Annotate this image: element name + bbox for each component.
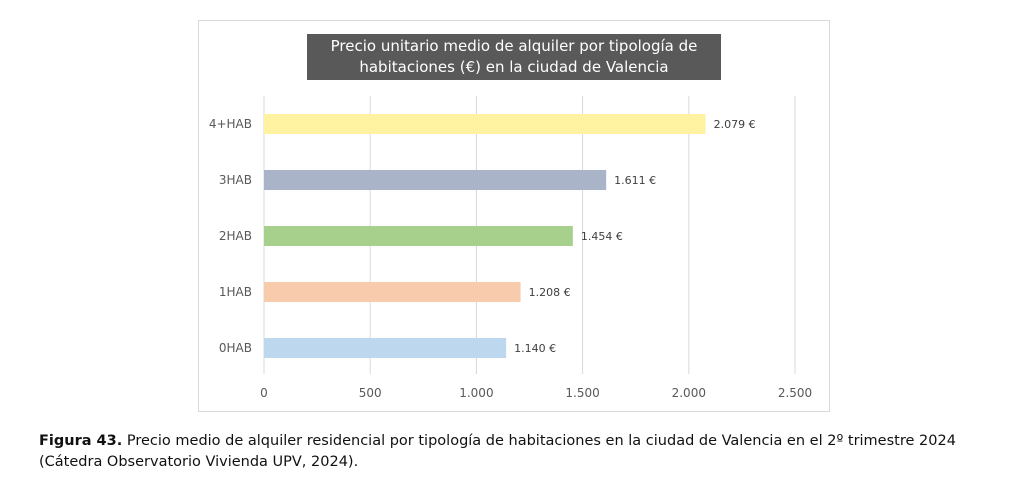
bar [264, 338, 507, 358]
category-label: 0HAB [219, 341, 252, 355]
x-tick-label: 2.500 [778, 386, 812, 400]
x-tick-label: 0 [260, 386, 268, 400]
category-label: 1HAB [219, 285, 252, 299]
category-label: 3HAB [219, 173, 252, 187]
chart-title-line-1: Precio unitario medio de alquiler por ti… [330, 37, 698, 55]
chart-title-line-2: habitaciones (€) en la ciudad de Valenci… [359, 58, 669, 76]
x-tick-label: 1.500 [565, 386, 599, 400]
value-label: 1.611 € [614, 174, 656, 187]
category-label: 2HAB [219, 229, 252, 243]
x-tick-label: 500 [359, 386, 382, 400]
x-tick-label: 1.000 [459, 386, 493, 400]
chart-title: Precio unitario medio de alquiler por ti… [307, 34, 721, 80]
bar [264, 282, 521, 302]
figure-caption: Figura 43. Precio medio de alquiler resi… [39, 431, 999, 473]
category-label: 4+HAB [209, 117, 252, 131]
caption-text: Precio medio de alquiler residencial por… [39, 433, 956, 470]
bar [264, 170, 607, 190]
value-label: 2.079 € [714, 118, 756, 131]
x-tick-label: 2.000 [672, 386, 706, 400]
value-label: 1.208 € [529, 286, 571, 299]
bar [264, 114, 706, 134]
bar [264, 226, 573, 246]
value-label: 1.454 € [581, 230, 623, 243]
value-label: 1.140 € [514, 342, 556, 355]
caption-label: Figura 43. [39, 433, 123, 449]
